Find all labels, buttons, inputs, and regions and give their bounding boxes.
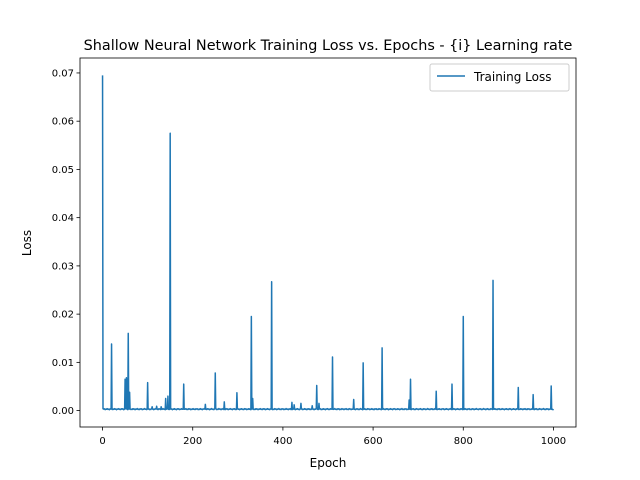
y-tick-label: 0.03 [52, 261, 74, 272]
chart-title: Shallow Neural Network Training Loss vs.… [84, 38, 573, 54]
y-tick-label: 0.06 [52, 117, 74, 128]
legend-box [429, 63, 570, 92]
x-tick-label: 0 [99, 436, 105, 447]
legend: Training Loss [429, 63, 570, 92]
x-tick-label: 1000 [541, 436, 566, 447]
y-tick-label: 0.00 [52, 406, 74, 417]
x-tick-label: 600 [364, 436, 383, 447]
axis-ticks: 0 200 400 600 800 1000 0.00 0.01 0.02 0.03 0.04 0.0… [52, 68, 566, 447]
x-tick-label: 200 [183, 436, 202, 447]
y-tick-label: 0.05 [52, 165, 74, 176]
legend-label: Training Loss [473, 70, 551, 84]
y-axis-label: Loss [20, 230, 34, 256]
x-tick-label: 800 [454, 436, 473, 447]
y-tick-label: 0.04 [52, 213, 74, 224]
x-tick-label: 400 [273, 436, 292, 447]
y-tick-label: 0.01 [52, 358, 74, 369]
training-loss-line [101, 75, 555, 411]
y-tick-label: 0.07 [52, 68, 74, 79]
plot-area [101, 75, 555, 411]
plot-frame [79, 57, 577, 428]
x-axis-label: Epoch [310, 456, 347, 470]
y-tick-label: 0.02 [52, 310, 74, 321]
